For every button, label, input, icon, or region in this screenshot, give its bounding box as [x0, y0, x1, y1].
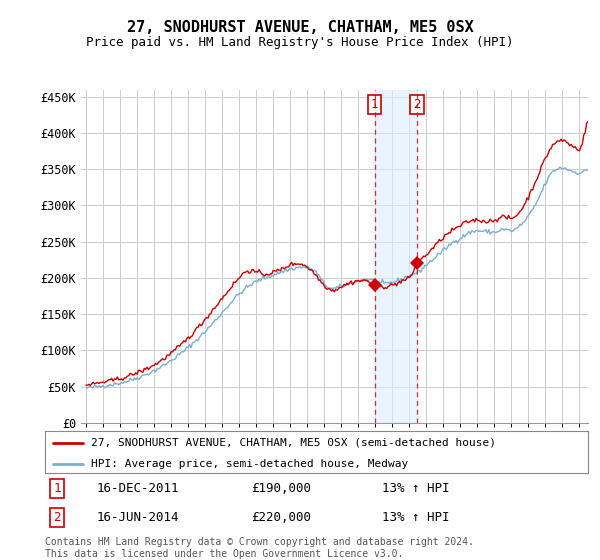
Text: 27, SNODHURST AVENUE, CHATHAM, ME5 0SX (semi-detached house): 27, SNODHURST AVENUE, CHATHAM, ME5 0SX (…	[91, 437, 496, 447]
Text: 2: 2	[413, 98, 421, 111]
Text: Price paid vs. HM Land Registry's House Price Index (HPI): Price paid vs. HM Land Registry's House …	[86, 36, 514, 49]
Text: 27, SNODHURST AVENUE, CHATHAM, ME5 0SX: 27, SNODHURST AVENUE, CHATHAM, ME5 0SX	[127, 20, 473, 35]
Bar	[374, 90, 417, 423]
Text: 16-JUN-2014: 16-JUN-2014	[97, 511, 179, 524]
Text: 1: 1	[53, 482, 61, 494]
Text: 16-DEC-2011: 16-DEC-2011	[97, 482, 179, 494]
Text: 13% ↑ HPI: 13% ↑ HPI	[382, 511, 449, 524]
Text: Contains HM Land Registry data © Crown copyright and database right 2024.
This d: Contains HM Land Registry data © Crown c…	[45, 537, 474, 559]
Text: HPI: Average price, semi-detached house, Medway: HPI: Average price, semi-detached house,…	[91, 459, 409, 469]
Text: £220,000: £220,000	[251, 511, 311, 524]
Text: £190,000: £190,000	[251, 482, 311, 494]
Text: 13% ↑ HPI: 13% ↑ HPI	[382, 482, 449, 494]
Text: 2: 2	[53, 511, 61, 524]
Text: 1: 1	[371, 98, 379, 111]
